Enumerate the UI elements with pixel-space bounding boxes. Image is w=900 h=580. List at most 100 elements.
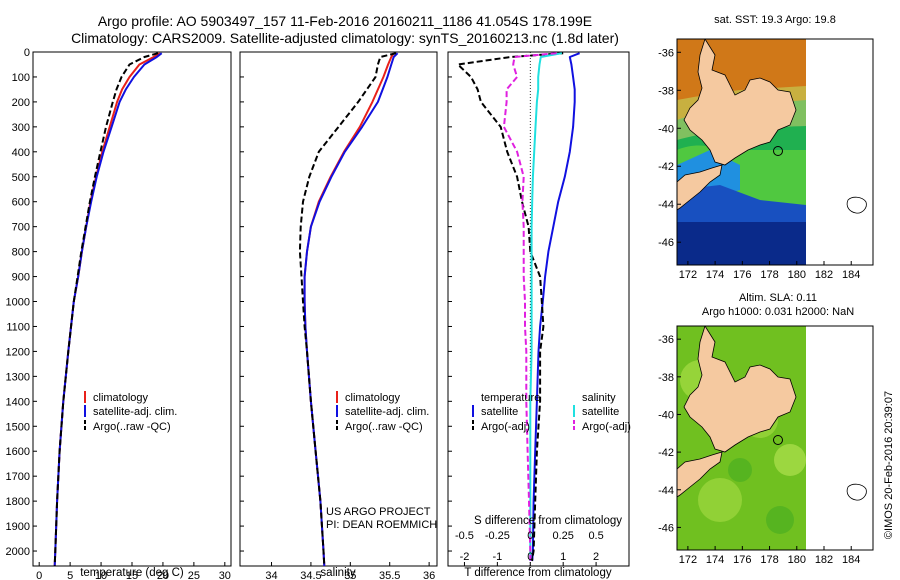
legend-label-climatology: climatology <box>345 392 401 404</box>
x2-tick-label: 0 <box>527 530 533 542</box>
lon-tick-label: 176 <box>733 269 751 281</box>
x-tick-label: 0 <box>36 570 42 580</box>
lat-tick-label: -40 <box>658 409 674 421</box>
y-tick-label: 1400 <box>6 396 30 408</box>
south-island-land <box>677 451 723 498</box>
legend-label-satellite: satellite-adj. clim. <box>345 406 429 418</box>
sla-map: Altim. SLA: 0.11 Argo h1000: 0.031 h2000… <box>658 292 874 566</box>
temperature-legend: climatology satellite-adj. clim. Argo(..… <box>84 391 177 433</box>
difference-legend: temperature satellite Argo(-adj) salinit… <box>472 392 631 433</box>
y-tick-label: 1000 <box>6 297 30 309</box>
y-tick-label: 1100 <box>6 321 30 333</box>
legend-label-argo: Argo(..raw -QC) <box>93 421 171 433</box>
difference-xlabel: T difference from climatology <box>464 567 611 579</box>
north-island-land <box>683 326 797 453</box>
float-position-marker <box>773 435 783 445</box>
legend-label-climatology: climatology <box>93 392 149 404</box>
y-tick-label: 0 <box>24 47 30 59</box>
difference-axes-frame <box>447 51 630 567</box>
x2-tick-label: -0.25 <box>485 530 510 542</box>
salinity-ticks: 34 34.5 35 35.5 36 <box>240 51 435 580</box>
legend-label-satellite: satellite-adj. clim. <box>93 406 177 418</box>
chatham-islands <box>846 196 867 214</box>
x-tick-label: 30 <box>219 570 231 580</box>
temperature-plot-lines <box>53 52 163 566</box>
x2-tick-label: -0.5 <box>455 530 474 542</box>
temperature-ticks: 0 5 10 15 20 25 300100200300400500600700800900… <box>6 47 231 580</box>
diff-temperature-argo-line <box>456 52 564 562</box>
lat-tick-label: -36 <box>658 47 674 59</box>
lat-tick-label: -38 <box>658 372 674 384</box>
sla-map-title-line-2: Argo h1000: 0.031 h2000: NaN <box>702 306 854 318</box>
x2-tick-label: 0.25 <box>552 530 573 542</box>
header-line-2: Climatology: CARS2009. Satellite-adjuste… <box>71 30 619 46</box>
lon-tick-label: 184 <box>842 554 860 566</box>
diff-salinity-satellite-line <box>529 52 563 561</box>
lat-tick-label: -44 <box>658 485 674 497</box>
legend-title-salinity: salinity <box>582 392 616 404</box>
x-tick-label: -2 <box>460 551 470 563</box>
y-tick-label: 500 <box>12 172 30 184</box>
diff-temperature-satellite-line <box>531 52 580 562</box>
legend-label-t-satellite: satellite <box>481 406 518 418</box>
lon-tick-label: 176 <box>733 554 751 566</box>
lon-tick-label: 172 <box>679 554 697 566</box>
y-tick-label: 100 <box>12 72 30 84</box>
salinity-axes-frame <box>239 51 438 567</box>
y-tick-label: 1900 <box>6 521 30 533</box>
temperature-climatology-line <box>53 52 161 566</box>
legend-label-s-argo: Argo(-adj) <box>582 421 631 433</box>
north-island-land <box>683 39 797 166</box>
y-tick-label: 1800 <box>6 496 30 508</box>
x-tick-label: 20 <box>157 570 169 580</box>
project-annotation-line-2: PI: DEAN ROEMMICH <box>326 519 437 531</box>
sla-map-title-line-1: Altim. SLA: 0.11 <box>739 292 817 304</box>
lon-tick-label: 178 <box>760 269 778 281</box>
lon-tick-label: 180 <box>788 554 806 566</box>
lat-tick-label: -42 <box>658 161 674 173</box>
lon-tick-label: 182 <box>815 554 833 566</box>
lat-tick-label: -38 <box>658 85 674 97</box>
legend-label-s-satellite: satellite <box>582 406 619 418</box>
chatham-islands <box>846 483 867 501</box>
temperature-argo-line <box>53 52 159 566</box>
legend-label-argo: Argo(..raw -QC) <box>345 421 423 433</box>
y-tick-label: 1600 <box>6 446 30 458</box>
legend-label-t-argo: Argo(-adj) <box>481 421 530 433</box>
lat-tick-label: -44 <box>658 199 674 211</box>
x-tick-label: 35.5 <box>379 570 400 580</box>
x-tick-label: 15 <box>126 570 138 580</box>
lon-tick-label: 174 <box>706 269 724 281</box>
diff-salinity-argo-line <box>502 52 557 561</box>
x-tick-label: 0 <box>527 551 533 563</box>
y-tick-label: 2000 <box>6 546 30 558</box>
salinity-argo-line <box>298 52 397 566</box>
lon-tick-label: 178 <box>760 554 778 566</box>
sla-map-ticks: 172 174 176 178 180 182 184 -36 -38 -40 -42 -44 -46 <box>658 334 860 566</box>
temperature-axes-frame <box>32 51 232 567</box>
y-tick-label: 1500 <box>6 421 30 433</box>
salinity-panel: 34 34.5 35 35.5 36 salinity climatology sate… <box>239 51 438 580</box>
lat-tick-label: -46 <box>658 522 674 534</box>
y-tick-label: 1300 <box>6 371 30 383</box>
x-tick-label: 34.5 <box>300 570 321 580</box>
sst-map: sat. SST: 19.3 Argo: 19.8 172 174 176 178 18… <box>658 14 874 281</box>
sst-map-title: sat. SST: 19.3 Argo: 19.8 <box>714 14 836 26</box>
project-annotation-line-1: US ARGO PROJECT <box>326 506 431 518</box>
x-tick-label: -1 <box>492 551 502 563</box>
difference-plot-lines <box>456 52 580 566</box>
south-island-land <box>677 164 723 211</box>
difference-ticks: -2 -1 0 1 2 -0.5 -0.25 0 0.25 0.5 <box>448 51 604 566</box>
temperature-xlabel: temperature (deg C) <box>80 567 184 579</box>
credit-timestamp: ©IMOS 20-Feb-2016 20:39:07 <box>883 391 895 539</box>
temperature-panel: 0 5 10 15 20 25 300100200300400500600700800900… <box>6 47 232 580</box>
x-tick-label: 34 <box>265 570 277 580</box>
float-position-marker <box>773 146 783 156</box>
lat-tick-label: -42 <box>658 447 674 459</box>
y-tick-label: 700 <box>12 222 30 234</box>
y-tick-label: 400 <box>12 147 30 159</box>
y-tick-label: 1200 <box>6 346 30 358</box>
x-tick-label: 10 <box>95 570 107 580</box>
sla-map-frame <box>676 325 874 551</box>
